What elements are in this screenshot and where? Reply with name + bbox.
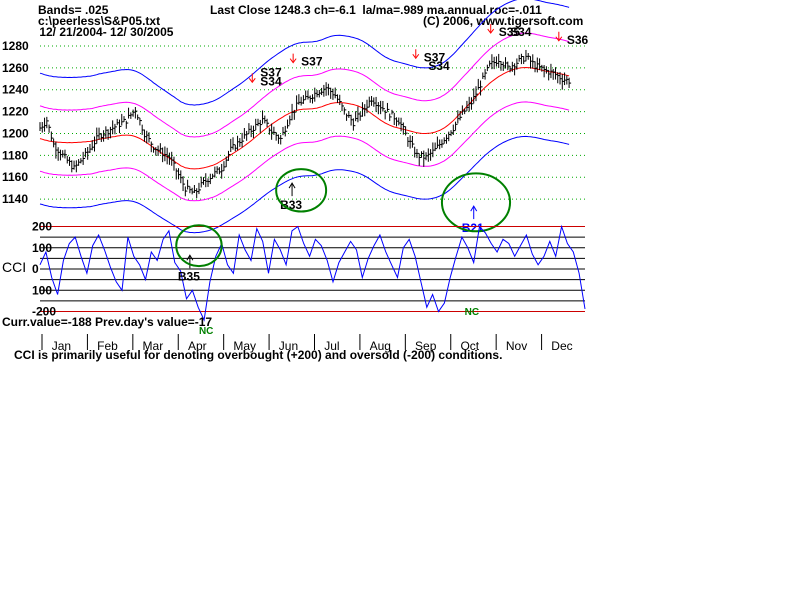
- bollinger-bands: [39, 0, 570, 234]
- cci-tick-label: 100: [32, 283, 52, 297]
- last-close-stats: Last Close 1248.3 ch=-6.1 la/ma=.989 ma.…: [210, 3, 542, 17]
- month-label: Feb: [97, 339, 118, 353]
- price-tick-label: 1280: [2, 39, 29, 53]
- cci-tick-label: -200: [32, 305, 56, 319]
- band-line-ma: [39, 66, 570, 170]
- cci-tick-label: 0: [32, 262, 39, 276]
- cci-line: [39, 224, 586, 322]
- price-tick-label: 1200: [2, 126, 29, 140]
- signal-arrowhead: [470, 205, 478, 212]
- cci-signal-circle: [175, 224, 223, 268]
- signal-label: B33: [280, 198, 302, 212]
- month-label: Jan: [52, 339, 71, 353]
- month-label: Sep: [415, 339, 437, 353]
- signal-label: S36: [567, 33, 589, 47]
- month-axis: Jan Feb Mar Apr May Jun Jul Aug Sep Oct Nov Dec: [41, 334, 573, 353]
- signal-arrowhead: [412, 53, 420, 60]
- copyright: (C) 2006, www.tigersoft.com: [423, 14, 584, 28]
- month-label: Jun: [279, 339, 298, 353]
- file-path: c:\peerless\S&P05.txt: [38, 14, 161, 28]
- cci-markers: B35 NC NC: [175, 224, 479, 337]
- signal-label: S37: [260, 66, 282, 80]
- signal-label: S34: [260, 74, 282, 88]
- month-label: Jul: [324, 339, 339, 353]
- bands-label: Bands= .025: [38, 3, 109, 17]
- cci-tick-label: 100: [32, 241, 52, 255]
- cci-series: [39, 224, 586, 322]
- cci-marker-label: NC: [199, 326, 213, 337]
- cci-marker-label: B35: [178, 269, 200, 283]
- current-value-label: Curr.value=-188 Prev.day's value=-17: [2, 315, 213, 329]
- cci-tick-label: 200: [32, 220, 52, 234]
- price-tick-label: 1160: [2, 170, 28, 184]
- month-label: Oct: [460, 339, 479, 353]
- price-tick-label: 1240: [2, 83, 29, 97]
- price-tick-label: 1180: [2, 148, 28, 162]
- signal-arrowhead: [555, 36, 563, 42]
- signal-arrowhead: [487, 28, 495, 34]
- signal-label: S34: [510, 25, 532, 39]
- month-label: Apr: [188, 339, 207, 353]
- signal-label: S37: [301, 55, 323, 69]
- signal-circle: [275, 168, 328, 213]
- month-label: Nov: [506, 339, 527, 353]
- price-gridlines: [40, 45, 585, 200]
- cci-axis-label: CCI: [2, 259, 26, 275]
- price-tick-label: 1140: [2, 192, 28, 206]
- price-tick-label: 1260: [2, 61, 29, 75]
- cci-explanation: CCI is primarily useful for denoting ove…: [14, 348, 503, 362]
- price-bars: [39, 49, 572, 199]
- month-label: Aug: [370, 339, 391, 353]
- band-line-band-outer-upper: [39, 0, 570, 106]
- cci-marker-label: NC: [465, 307, 479, 318]
- band-line-band-outer-lower: [39, 135, 570, 234]
- signal-circle: [440, 172, 512, 233]
- signal-label: S35: [499, 25, 521, 39]
- date-range: 12/ 21/2004- 12/ 30/2005: [36, 25, 174, 39]
- cci-marker-arrowhead: [186, 254, 194, 261]
- signal-arrowhead: [289, 58, 297, 64]
- cci-y-axis: 200 100 0 100 -200 CCI: [2, 220, 56, 319]
- price-y-axis: 1140 1160 1180 1200 1220 1240 1260 1280: [2, 39, 29, 206]
- signal-arrowhead: [288, 182, 296, 189]
- month-label: Dec: [551, 339, 572, 353]
- signal-arrowhead: [248, 78, 256, 84]
- signal-label: S34: [428, 59, 450, 73]
- band-line-band-inner-upper: [39, 32, 570, 138]
- price-tick-label: 1220: [2, 105, 29, 119]
- month-label: May: [233, 339, 256, 353]
- month-label: Mar: [143, 339, 164, 353]
- band-line-band-inner-lower: [39, 101, 570, 202]
- signal-label: S37: [424, 50, 446, 64]
